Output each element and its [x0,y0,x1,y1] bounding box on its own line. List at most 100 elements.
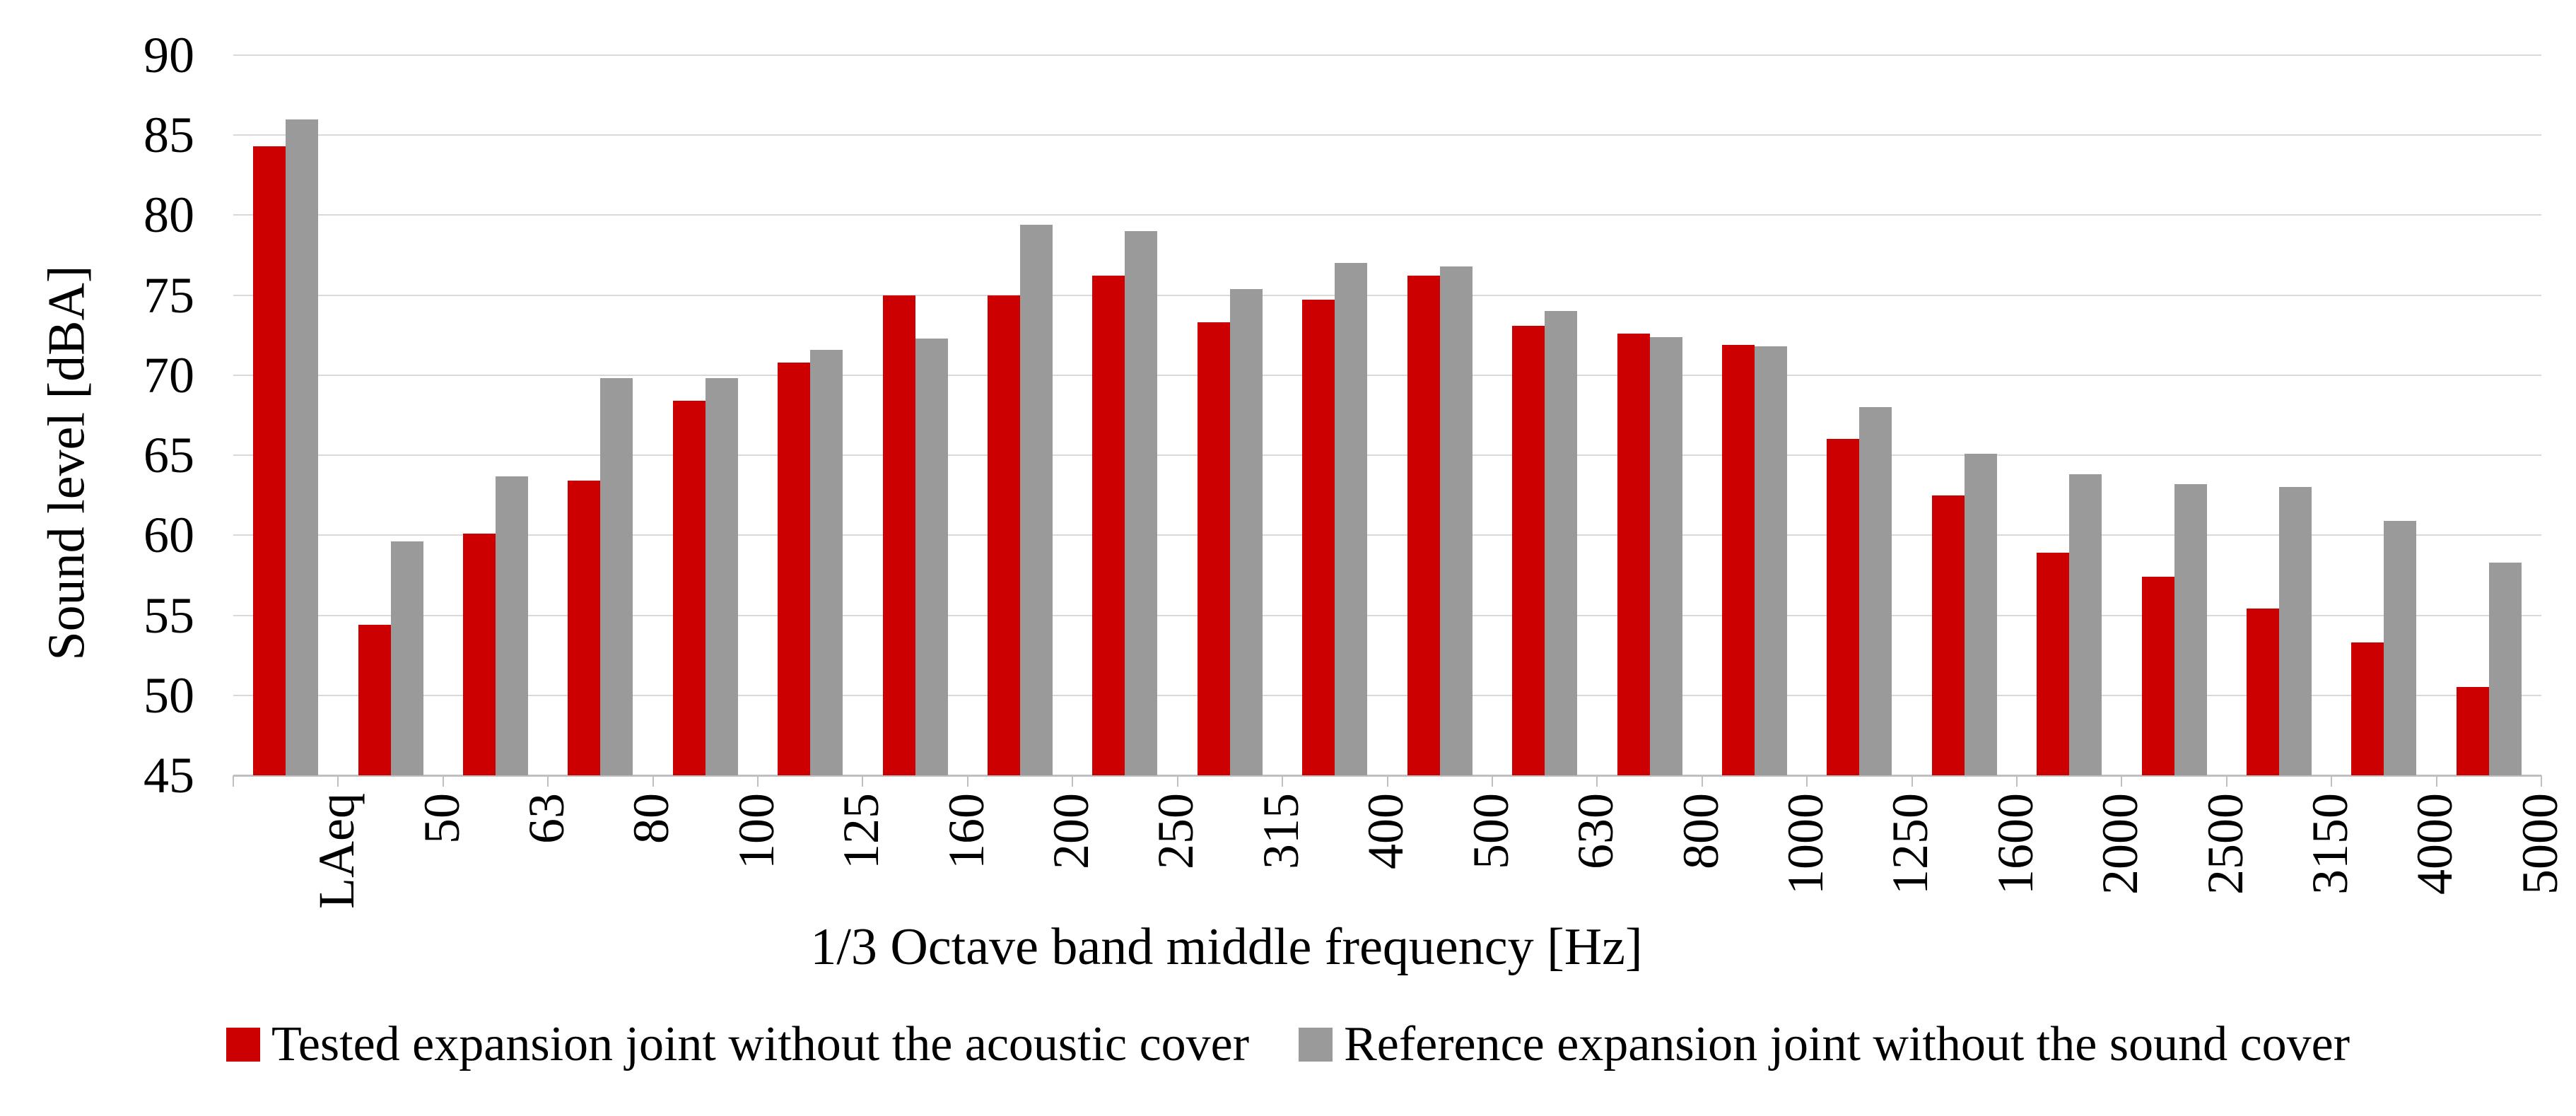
x-tick-label-800: 800 [1672,793,1729,869]
x-axis-tick-mark [2225,775,2227,787]
x-tick-label-2500: 2500 [2196,793,2254,895]
bar-tested-63 [463,534,496,775]
gridline-60 [233,534,2541,536]
bar-reference-160 [915,338,948,775]
bar-tested-630 [1512,325,1545,775]
x-axis-tick-mark [1806,775,1808,787]
x-tick-label-1250: 1250 [1882,793,1939,895]
bar-reference-2000 [2069,474,2102,775]
bar-tested-200 [988,295,1021,775]
x-tick-label-100: 100 [727,793,785,869]
x-axis-tick-mark [2015,775,2018,787]
bar-reference-LAeq [286,119,319,775]
x-tick-label-400: 400 [1357,793,1415,869]
x-axis-tick-mark [1596,775,1598,787]
bar-reference-2500 [2174,483,2207,775]
bar-tested-1000 [1721,344,1755,775]
gridline-90 [233,54,2541,56]
x-axis-tick-mark [1701,775,1703,787]
x-axis-tick-mark [2121,775,2123,787]
gridline-55 [233,614,2541,616]
gridline-85 [233,134,2541,136]
legend-label-tested: Tested expansion joint without the acous… [271,1017,1250,1071]
bar-tested-2500 [2141,577,2174,775]
x-tick-label-315: 315 [1252,793,1309,869]
x-tick-label-200: 200 [1043,793,1100,869]
y-tick-label-75: 75 [144,266,194,324]
bar-tested-80 [568,481,601,775]
bar-reference-5000 [2488,562,2522,775]
bar-tested-800 [1617,334,1650,775]
bar-tested-1600 [1931,495,1965,775]
bar-reference-1250 [1859,407,1892,775]
x-axis-tick-mark [1386,775,1388,787]
x-axis-tick-mark [1491,775,1493,787]
y-tick-label-65: 65 [144,427,194,484]
bar-reference-1000 [1754,346,1787,775]
gridline-70 [233,374,2541,376]
x-axis-tick-mark [1911,775,1913,787]
bar-reference-400 [1335,263,1368,775]
x-tick-label-80: 80 [623,793,680,844]
y-tick-label-60: 60 [144,507,194,564]
gridline-80 [233,214,2541,216]
bar-reference-4000 [2384,520,2417,775]
x-tick-label-5000: 5000 [2511,793,2568,895]
y-tick-label-50: 50 [144,666,194,724]
bar-reference-63 [496,476,529,775]
gridline-65 [233,454,2541,457]
y-tick-label-90: 90 [144,27,194,83]
bar-reference-1600 [1964,453,1997,775]
x-tick-label-3150: 3150 [2301,793,2358,895]
x-tick-label-500: 500 [1462,793,1519,869]
y-tick-label-55: 55 [144,587,194,644]
x-tick-label-125: 125 [833,793,890,869]
x-axis-tick-mark [1176,775,1178,787]
x-tick-label-630: 630 [1567,793,1624,869]
legend-swatch-tested-red [226,1028,260,1062]
bar-tested-250 [1092,276,1125,775]
bar-tested-5000 [2456,687,2489,775]
x-axis-tick-mark [2541,775,2542,787]
bar-tested-LAeq [253,146,286,775]
x-axis-tick-mark [757,775,759,787]
bar-reference-630 [1545,311,1578,775]
bar-reference-100 [705,378,738,775]
x-tick-label-1600: 1600 [1986,793,2044,895]
x-tick-label-1000: 1000 [1776,793,1834,895]
legend-swatch-reference-gray [1299,1028,1333,1062]
legend-item-tested: Tested expansion joint without the acous… [226,1016,1249,1073]
y-tick-label-85: 85 [144,107,194,164]
bar-reference-200 [1020,225,1053,775]
x-axis-tick-mark [1282,775,1284,787]
bar-tested-400 [1302,300,1335,775]
x-axis-tick-mark [652,775,654,787]
legend-label-reference: Reference expansion joint without the so… [1344,1017,2350,1071]
y-tick-label-45: 45 [144,747,194,804]
x-tick-label-LAeq: LAeq [308,793,365,909]
x-axis-tick-mark [233,775,234,787]
bar-tested-500 [1407,276,1440,775]
bar-tested-315 [1197,322,1230,775]
x-tick-label-50: 50 [413,793,470,844]
x-tick-label-4000: 4000 [2406,793,2464,895]
bar-tested-4000 [2351,642,2384,775]
bar-reference-250 [1125,231,1158,775]
bar-tested-160 [882,295,915,775]
y-tick-label-70: 70 [144,346,194,404]
bar-reference-800 [1649,336,1682,775]
bar-tested-50 [358,625,391,775]
bar-reference-80 [600,378,633,775]
x-axis-tick-mark [547,775,549,787]
x-tick-label-2000: 2000 [2092,793,2149,895]
x-tick-label-160: 160 [937,793,995,869]
bar-tested-100 [672,401,706,775]
x-axis-tick-mark [337,775,339,787]
y-tick-label-80: 80 [144,187,194,244]
x-tick-label-250: 250 [1147,793,1205,869]
bar-tested-1250 [1827,439,1860,775]
bar-tested-2000 [2037,553,2070,775]
bar-reference-3150 [2278,487,2312,775]
x-axis-tick-mark [2331,775,2333,787]
bar-tested-3150 [2246,609,2279,775]
